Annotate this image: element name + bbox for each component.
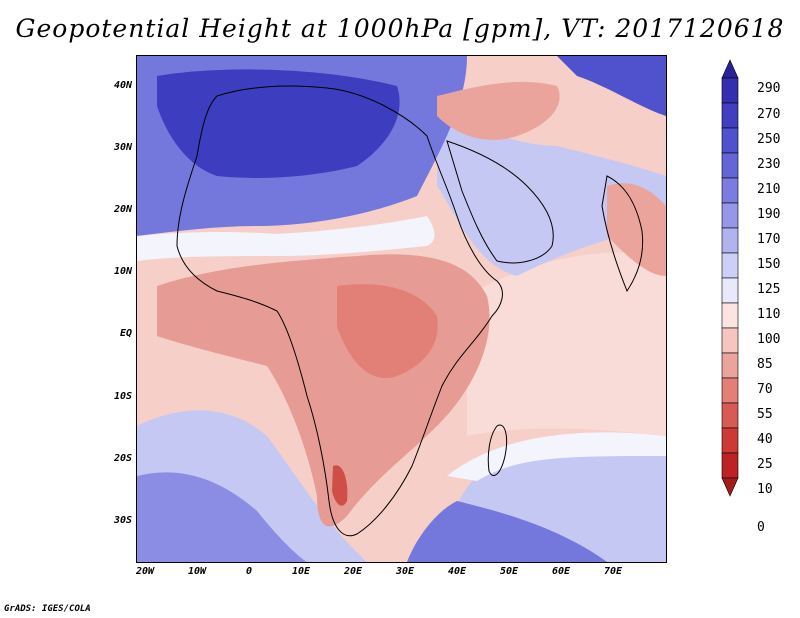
colorbar-label: 230 (757, 157, 781, 172)
coastline-overlay (176, 85, 644, 537)
footer-credit: GrADS: IGES/COLA (4, 604, 91, 614)
colorbar-label: 70 (757, 382, 773, 397)
colorbar-arrow-bottom (721, 477, 739, 497)
x-tick-label: 30E (395, 566, 415, 577)
field-indian-ocean (467, 252, 666, 436)
colorbar-swatch (721, 302, 739, 329)
y-tick-label: EQ (119, 328, 132, 339)
x-tick-label: 20E (343, 566, 363, 577)
y-tick-label: 20N (113, 204, 132, 215)
x-tick-label: 40E (447, 566, 467, 577)
madagascar-coastline (487, 424, 508, 476)
colorbar-label: 250 (757, 132, 781, 147)
field-kalahari-low (332, 465, 348, 506)
y-tick-label: 30S (113, 515, 132, 526)
field-india-red (607, 183, 666, 276)
map-title: Geopotential Height at 1000hPa [gpm], VT… (15, 14, 785, 43)
colorbar-label: 100 (757, 332, 781, 347)
colorbar-label: 270 (757, 107, 781, 122)
y-tick-label: 30N (113, 142, 132, 153)
field-north-blue-deep (157, 69, 400, 178)
colorbar-swatch (721, 127, 739, 154)
y-tick-label: 10S (113, 391, 132, 402)
colorbar-label: 40 (757, 432, 773, 447)
colorbar-label: 110 (757, 307, 781, 322)
colorbar-arrow-top (721, 59, 739, 79)
x-tick-label: 10E (291, 566, 311, 577)
colorbar-label: 85 (757, 357, 773, 372)
map-plot (136, 55, 667, 563)
field-south-east-blue-deep (407, 501, 607, 562)
field-east-white-band (447, 432, 666, 481)
colorbar-swatch (721, 252, 739, 279)
colorbar-swatch (721, 227, 739, 254)
colorbar-label: 290 (757, 81, 781, 96)
colorbar-label: 125 (757, 282, 781, 297)
india-coastline (601, 175, 644, 293)
colorbar (721, 59, 739, 497)
field-africa-deep-red (337, 284, 438, 378)
colorbar-label: 190 (757, 207, 781, 222)
colorbar-swatch (721, 352, 739, 379)
colorbar-label: 170 (757, 232, 781, 247)
field-north-white-band (137, 216, 435, 261)
colorbar-swatch (721, 327, 739, 354)
field-mideast-red (437, 81, 560, 140)
colorbar-label: 55 (757, 407, 773, 422)
colorbar-label: 10 (757, 482, 773, 497)
colorbar-swatch (721, 402, 739, 429)
field-south-blue-deep (137, 472, 307, 562)
field-northeast-blue (557, 56, 666, 116)
colorbar-swatch (721, 177, 739, 204)
colorbar-swatch (721, 377, 739, 404)
colorbar-swatch (721, 427, 739, 454)
africa-coastline (176, 85, 503, 537)
x-tick-label: 0 (245, 566, 253, 577)
colorbar-swatch (721, 202, 739, 229)
x-tick-label: 60E (551, 566, 571, 577)
colorbar-swatch (721, 152, 739, 179)
arabia-coastline (446, 140, 554, 264)
x-tick-label: 10W (187, 566, 207, 577)
colorbar-swatch (721, 102, 739, 129)
colorbar-label: 0 (757, 520, 765, 535)
y-tick-label: 10N (113, 266, 132, 277)
y-tick-label: 40N (113, 80, 132, 91)
colorbar-label: 150 (757, 257, 781, 272)
colorbar-swatch (721, 77, 739, 104)
colorbar-swatch (721, 277, 739, 304)
x-tick-label: 70E (603, 566, 623, 577)
x-tick-label: 20W (135, 566, 155, 577)
x-tick-label: 50E (499, 566, 519, 577)
colorbar-label: 25 (757, 457, 773, 472)
colorbar-swatch (721, 452, 739, 479)
y-tick-label: 20S (113, 453, 132, 464)
colorbar-label: 210 (757, 182, 781, 197)
